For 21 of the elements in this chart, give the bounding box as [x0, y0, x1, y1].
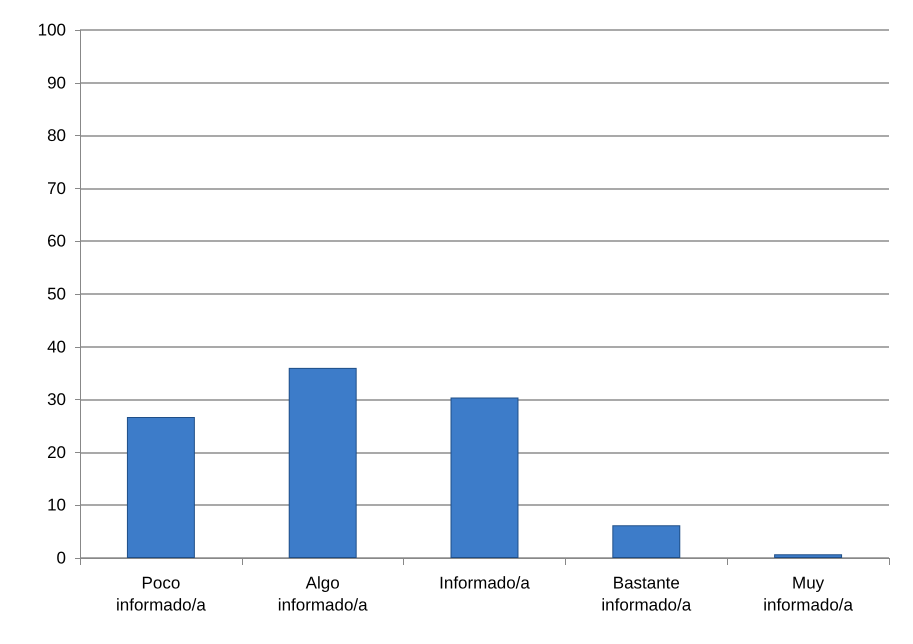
y-tick-label: 30	[47, 390, 66, 410]
y-tick-label: 70	[47, 178, 66, 198]
x-tick-label: Bastante informado/a	[601, 574, 692, 614]
x-tick-label: Muy informado/a	[763, 574, 854, 614]
y-tick-label: 20	[47, 442, 66, 462]
y-tick-label: 50	[47, 284, 66, 304]
x-tick-label: Poco informado/a	[116, 574, 206, 614]
bar	[126, 417, 195, 558]
bar	[774, 554, 842, 558]
y-tick-label: 60	[47, 232, 66, 251]
bar	[612, 525, 680, 558]
bar	[450, 397, 518, 558]
y-tick-label: 80	[47, 126, 66, 146]
y-tick-label: 0	[56, 548, 66, 568]
y-tick-label: 40	[47, 337, 66, 356]
y-tick-label: 10	[47, 496, 66, 515]
bar	[288, 368, 357, 558]
x-tick-label: Algo informado/a	[278, 574, 368, 614]
x-tick-label: Informado/a	[439, 574, 530, 592]
y-tick-label: 90	[47, 73, 66, 92]
y-tick-label: 100	[38, 20, 66, 40]
